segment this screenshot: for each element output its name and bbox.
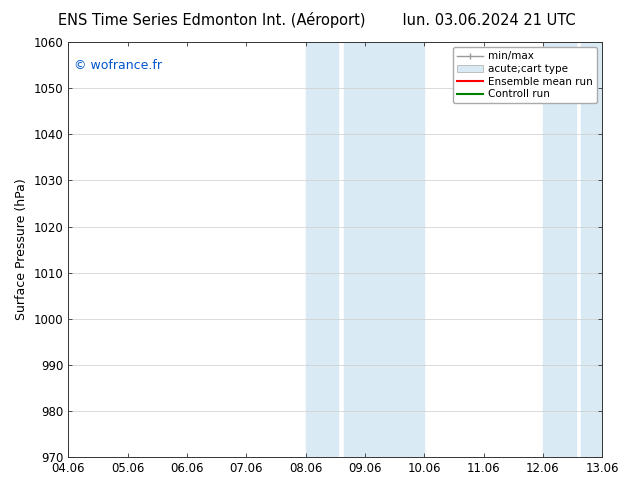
Text: © wofrance.fr: © wofrance.fr bbox=[74, 59, 162, 72]
Legend: min/max, acute;cart type, Ensemble mean run, Controll run: min/max, acute;cart type, Ensemble mean … bbox=[453, 47, 597, 103]
Text: ENS Time Series Edmonton Int. (Aéroport)        lun. 03.06.2024 21 UTC: ENS Time Series Edmonton Int. (Aéroport)… bbox=[58, 12, 576, 28]
Bar bbox=[306, 42, 338, 457]
Bar bbox=[581, 42, 602, 457]
Bar bbox=[543, 42, 576, 457]
Y-axis label: Surface Pressure (hPa): Surface Pressure (hPa) bbox=[15, 179, 28, 320]
Bar bbox=[344, 42, 424, 457]
